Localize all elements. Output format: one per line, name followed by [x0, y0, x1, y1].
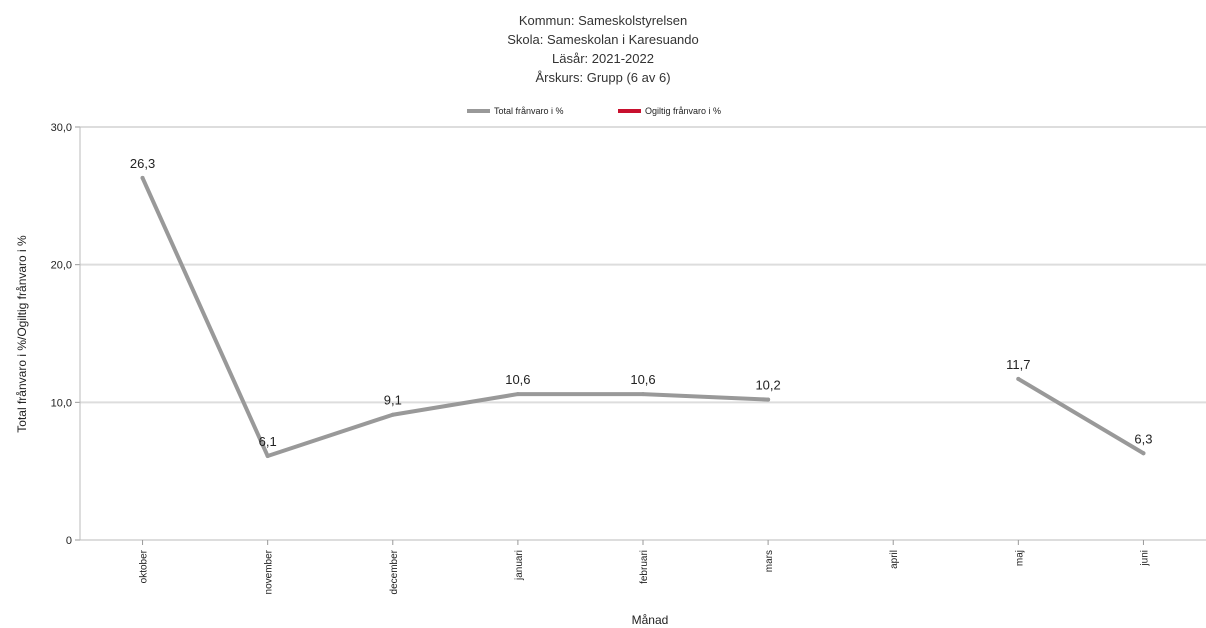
chart-title: Kommun: Sameskolstyrelsen Skola: Samesko… — [507, 13, 699, 85]
legend-label-total: Total frånvaro i % — [494, 106, 564, 116]
data-label: 9,1 — [384, 393, 402, 408]
y-tick-label: 20,0 — [51, 260, 72, 272]
x-tick-label: november — [264, 549, 275, 594]
series-layer — [140, 175, 1146, 459]
series-line-0 — [1016, 376, 1146, 456]
y-tick-label: 10,0 — [51, 397, 72, 409]
data-label: 6,3 — [1134, 431, 1152, 446]
gridlines — [80, 126, 1206, 404]
data-label: 6,1 — [259, 434, 277, 449]
title-line-1: Kommun: Sameskolstyrelsen — [519, 13, 687, 28]
x-tick-label: april — [889, 550, 900, 569]
title-line-4: Årskurs: Grupp (6 av 6) — [535, 70, 670, 85]
y-tick-label: 0 — [66, 535, 72, 547]
x-tick-label: maj — [1014, 550, 1025, 566]
data-label: 10,2 — [755, 378, 780, 393]
x-axis: oktober november december januari februari ma… — [80, 539, 1206, 594]
data-label: 26,3 — [130, 156, 155, 171]
data-label: 11,7 — [1006, 357, 1030, 372]
data-label: 10,6 — [505, 372, 530, 387]
data-label: 10,6 — [630, 372, 655, 387]
legend-label-ogiltig: Ogiltig frånvaro i % — [645, 106, 721, 116]
title-line-2: Skola: Sameskolan i Karesuando — [507, 32, 699, 47]
data-labels: 26,3 6,1 9,1 10,6 10,6 10,2 11,7 6,3 — [130, 156, 1153, 449]
x-tick-label: mars — [764, 550, 775, 572]
y-axis: 0 10,0 20,0 30,0 — [51, 122, 81, 547]
x-axis-title: Månad — [632, 613, 669, 627]
title-line-3: Läsår: 2021-2022 — [552, 51, 654, 66]
x-tick-label: februari — [639, 550, 650, 584]
x-tick-label: december — [389, 549, 400, 594]
series-line-0 — [140, 175, 771, 459]
x-tick-label: juni — [1139, 550, 1150, 567]
legend: Total frånvaro i % Ogiltig frånvaro i % — [467, 106, 721, 116]
x-tick-label: januari — [514, 550, 525, 581]
y-tick-label: 30,0 — [51, 122, 72, 134]
y-axis-title: Total frånvaro i %/Ogiltig frånvaro i % — [15, 235, 29, 433]
x-tick-label: oktober — [139, 549, 150, 583]
